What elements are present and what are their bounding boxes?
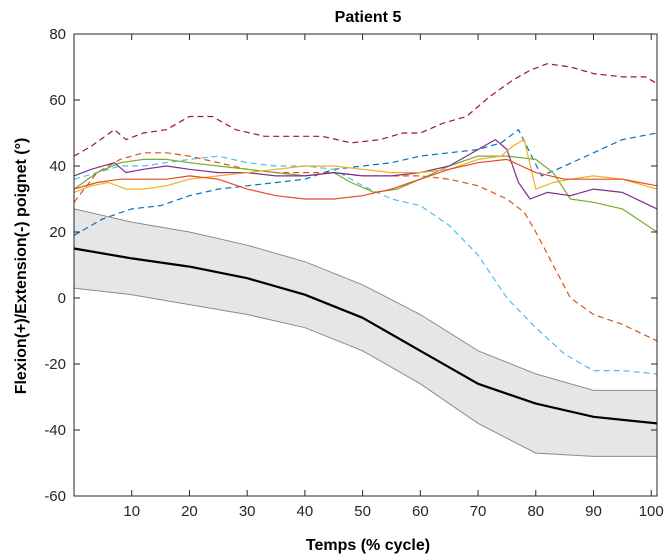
series-line-1 — [73, 63, 658, 157]
chart-title: Patient 5 — [335, 9, 402, 26]
series-line-2 — [73, 129, 658, 236]
y-tick-label-80: 80 — [49, 26, 66, 43]
y-tick-label-0: 0 — [58, 290, 66, 307]
x-tick-label-40: 40 — [297, 503, 314, 520]
y-tick-label-40: 40 — [49, 158, 66, 175]
y-tick-label-20: 20 — [49, 224, 66, 241]
series-line-7 — [73, 139, 658, 193]
x-tick-label-70: 70 — [470, 503, 487, 520]
reference-lower-bound — [73, 287, 657, 457]
series-line-3 — [73, 155, 658, 375]
x-tick-label-60: 60 — [412, 503, 429, 520]
x-tick-label-90: 90 — [585, 503, 602, 520]
x-tick-label-50: 50 — [354, 503, 371, 520]
y-tick-label--40: -40 — [44, 422, 66, 439]
x-tick-label-10: 10 — [123, 503, 140, 520]
x-tick-label-80: 80 — [527, 503, 544, 520]
axes-box — [73, 33, 658, 497]
x-tick-label-20: 20 — [181, 503, 198, 520]
plot-area: 10 20 30 40 50 60 70 80 90 100 -60 -40 -20 0 20 40 60 80 — [44, 26, 663, 520]
y-tick-label-60: 60 — [49, 92, 66, 109]
series-line-6 — [73, 139, 658, 210]
x-tick-label-30: 30 — [239, 503, 256, 520]
reference-upper-bound — [73, 208, 657, 391]
x-tick-label-100: 100 — [639, 503, 664, 520]
series-line-8 — [73, 158, 658, 200]
reference-mean-line — [73, 247, 658, 425]
y-axis-title: Flexion(+)/Extension(-) poignet (°) — [13, 138, 30, 395]
x-axis-title: Temps (% cycle) — [306, 537, 430, 554]
y-tick-label--60: -60 — [44, 488, 66, 505]
y-tick-label--20: -20 — [44, 356, 66, 373]
